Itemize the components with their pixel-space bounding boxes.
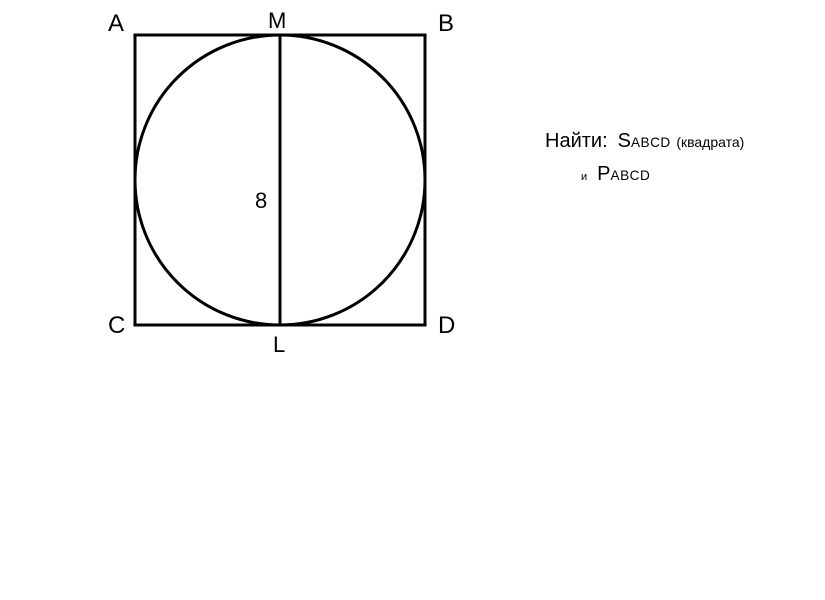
task-line-2: и PABCD	[545, 163, 744, 186]
area-expression: SABCD (квадрата)	[618, 130, 745, 153]
and-label: и	[581, 171, 587, 183]
vertex-c-label: C	[108, 312, 125, 340]
perimeter-symbol: P	[597, 163, 610, 185]
vertex-a-label: A	[108, 10, 124, 38]
perimeter-subscript: ABCD	[611, 168, 651, 183]
area-subscript: ABCD	[631, 135, 671, 150]
task-block: Найти: SABCD (квадрата) и PABCD	[545, 130, 744, 196]
task-line-1: Найти: SABCD (квадрата)	[545, 130, 744, 153]
area-symbol: S	[618, 130, 631, 152]
area-note: (квадрата)	[676, 134, 744, 150]
vertex-b-label: B	[438, 10, 454, 38]
diameter-value: 8	[255, 188, 267, 214]
geometry-figure	[0, 0, 825, 600]
find-label: Найти:	[545, 130, 608, 153]
vertex-d-label: D	[438, 312, 455, 340]
perimeter-expression: PABCD	[597, 163, 650, 186]
vertex-l-label: L	[273, 332, 285, 358]
vertex-m-label: M	[268, 8, 286, 34]
